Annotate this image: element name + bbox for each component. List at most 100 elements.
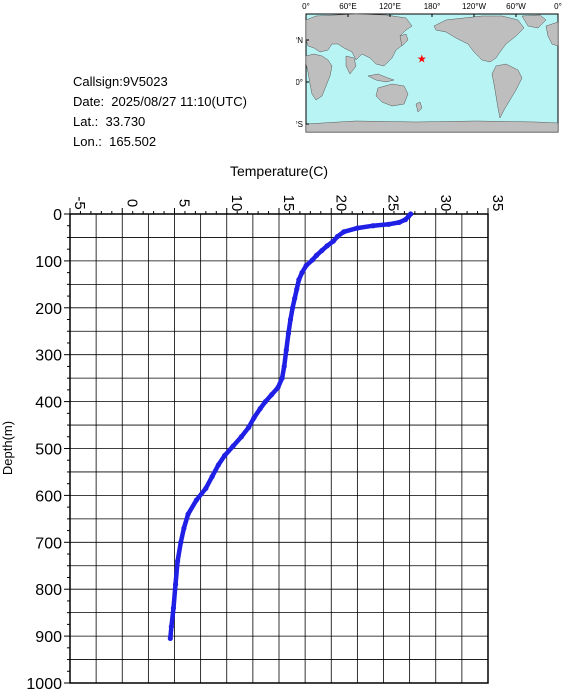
profile-point <box>324 243 330 249</box>
map-latitude-labels: 60°N 0° 60°S <box>296 36 309 129</box>
profile-point <box>386 221 392 227</box>
profile-point <box>354 225 360 231</box>
profile-point <box>238 434 244 440</box>
profile-point <box>334 233 341 240</box>
profile-point <box>215 462 221 468</box>
profile-point <box>292 295 298 302</box>
map-lon-label: 0° <box>554 2 562 11</box>
profile-point <box>178 539 184 545</box>
y-tick-label: 200 <box>35 301 62 318</box>
profile-point <box>167 635 173 642</box>
land-africa <box>305 53 333 101</box>
plot-frame <box>69 213 489 684</box>
x-tick-label: 10 <box>228 195 245 212</box>
land-australia <box>375 83 409 107</box>
profile-point <box>283 347 289 353</box>
profile-point <box>309 257 316 263</box>
map-longitude-labels: 0° 60°E 120°E 180° 120°W 60°W 0° <box>302 2 562 17</box>
date-label: Date: 2025/08/27 11:10(UTC) <box>73 94 247 109</box>
y-tick-label: 0 <box>53 207 62 224</box>
profile-point <box>257 406 263 412</box>
x-axis-tick-labels: -5 0 5 10 15 20 25 30 35 <box>71 195 506 212</box>
y-tick-label: 400 <box>35 395 62 412</box>
profile-point <box>287 316 294 323</box>
x-tick-label: 0 <box>123 199 140 207</box>
land-north-america <box>433 15 525 63</box>
land-europe-right <box>545 21 559 47</box>
world-map: 0° 60°E 120°E 180° 120°W 60°W 0° 60°N 0° 60°S ★ <box>296 2 562 133</box>
profile-point <box>294 286 300 292</box>
profile-point <box>289 305 296 311</box>
profile-point <box>330 238 336 244</box>
profile-point <box>396 219 402 226</box>
map-lon-label: 120°E <box>379 2 401 11</box>
y-tick-label: 600 <box>35 488 62 505</box>
profile-point <box>172 581 179 588</box>
profile-point <box>275 384 281 391</box>
profile-point <box>262 399 269 405</box>
profile-point <box>230 443 236 449</box>
profile-point <box>319 247 325 254</box>
y-tick-label: 100 <box>35 254 62 271</box>
station-marker-icon: ★ <box>417 53 427 65</box>
profile-series <box>167 211 414 642</box>
map-lat-label: 60°S <box>296 120 303 129</box>
map-lon-label: 180° <box>424 2 441 11</box>
land-south-america <box>491 63 523 119</box>
profile-point <box>405 213 412 219</box>
x-tick-label: 15 <box>280 195 297 212</box>
profile-point <box>222 452 228 459</box>
profile-point <box>370 223 376 229</box>
profile-point <box>170 605 177 611</box>
x-tick-label: 25 <box>385 195 402 212</box>
profile-point <box>279 375 285 381</box>
profile-point <box>285 330 292 337</box>
y-tick-label: 500 <box>35 442 62 459</box>
map-lat-label: 0° <box>296 78 303 87</box>
map-lon-label: 60°W <box>506 2 526 11</box>
land-india <box>345 55 357 75</box>
longitude-label: Lon.: 165.502 <box>73 134 157 149</box>
profile-point <box>175 558 181 564</box>
y-axis-tick-labels: 0 100 200 300 400 500 600 700 800 900 1000 <box>26 207 62 690</box>
profile-point <box>281 363 287 370</box>
land-japan <box>399 33 409 47</box>
x-tick-label: -5 <box>71 196 88 209</box>
x-tick-label: 5 <box>176 199 193 207</box>
map-land <box>305 13 559 133</box>
profile-point <box>193 497 200 503</box>
profile-point <box>251 415 257 421</box>
profile-point <box>341 229 347 235</box>
profile-point <box>299 270 305 276</box>
map-lon-label: 0° <box>302 2 310 11</box>
y-tick-label: 900 <box>35 629 62 646</box>
land-indonesia <box>367 73 395 83</box>
profile-point <box>296 277 302 283</box>
chart-grid <box>69 213 489 684</box>
profile-point <box>181 525 187 531</box>
profile-point <box>168 624 174 630</box>
profile-point <box>269 391 275 398</box>
x-tick-label: 30 <box>437 195 454 212</box>
y-tick-label: 800 <box>35 582 62 599</box>
profile-point <box>209 474 215 480</box>
map-lon-label: 120°W <box>462 2 487 11</box>
profile-point <box>314 252 320 258</box>
y-tick-label: 700 <box>35 535 62 552</box>
land-greenland <box>521 14 547 29</box>
land-new-zealand <box>415 101 423 113</box>
profile-point <box>303 262 309 269</box>
x-tick-label: 35 <box>489 195 506 212</box>
profile-line <box>168 211 413 641</box>
callsign-label: Callsign:9V5023 <box>73 74 168 89</box>
profile-point <box>246 424 252 430</box>
profile-point <box>402 217 409 223</box>
station-info: Callsign:9V5023 Date: 2025/08/27 11:10(U… <box>73 72 247 152</box>
map-lon-label: 60°E <box>339 2 356 11</box>
y-axis-label: Depth(m) <box>0 421 15 475</box>
x-axis-label: Temperature(C) <box>230 163 328 179</box>
latitude-label: Lat.: 33.730 <box>73 114 146 129</box>
y-tick-label: 300 <box>35 348 62 365</box>
chart-minor-ticks <box>64 208 489 684</box>
